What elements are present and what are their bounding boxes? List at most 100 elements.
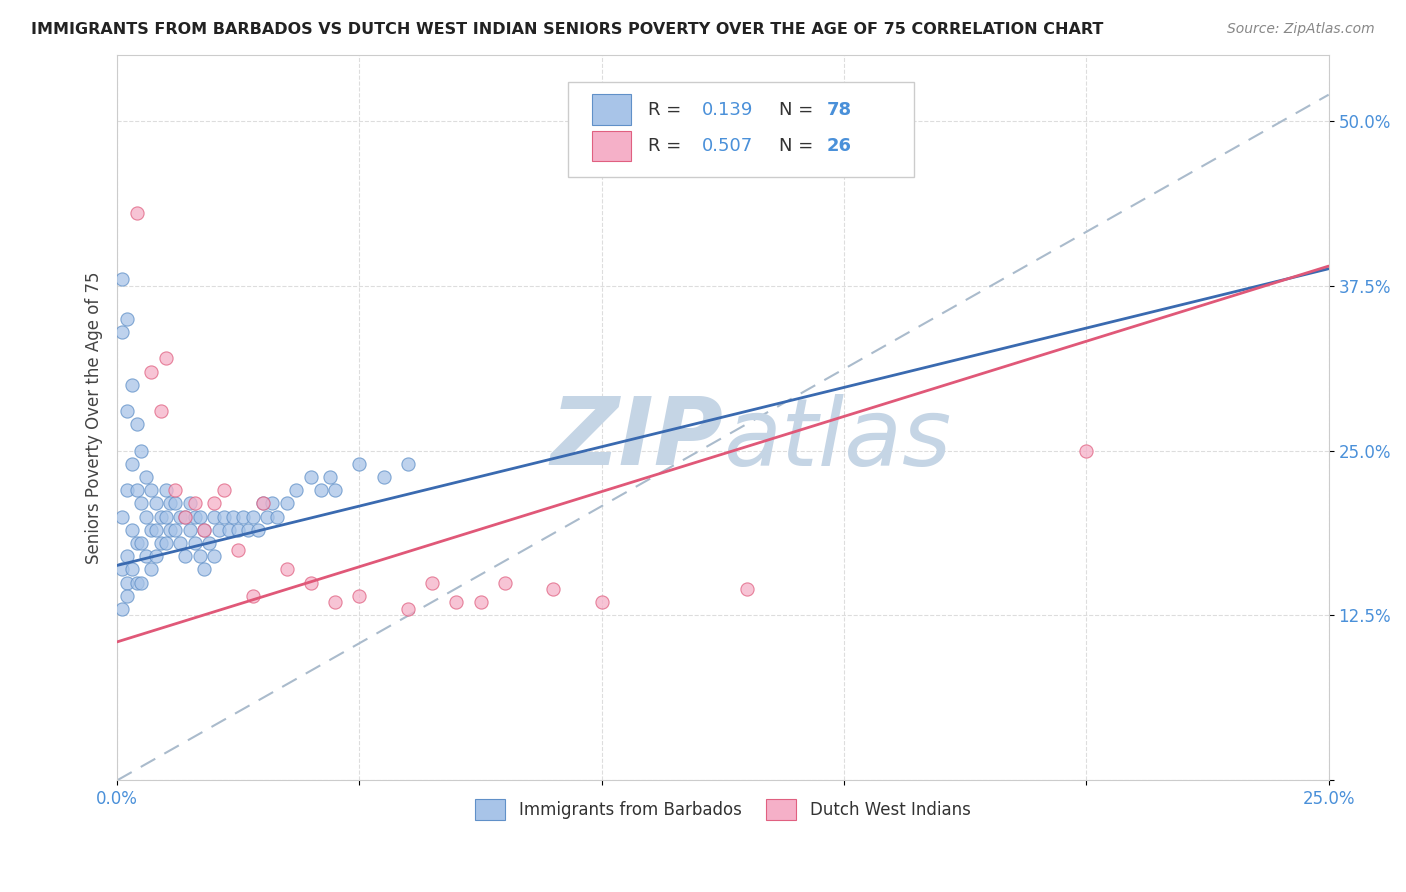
Point [115, 575, 138, 590]
Point [139, 365, 162, 379]
Text: R =: R = [648, 101, 686, 119]
Point [111, 509, 134, 524]
Point [420, 575, 443, 590]
Point [242, 589, 264, 603]
Legend: Immigrants from Barbados, Dutch West Indians: Immigrants from Barbados, Dutch West Ind… [468, 793, 977, 826]
Point [299, 575, 322, 590]
Point [174, 549, 197, 563]
Text: N =: N = [779, 136, 818, 155]
Point [309, 483, 332, 498]
Point [179, 496, 201, 510]
Point [183, 496, 205, 510]
Point [446, 595, 468, 609]
Point [115, 483, 138, 498]
Point [139, 483, 162, 498]
Point [115, 589, 138, 603]
Point [145, 523, 167, 537]
Point [169, 509, 191, 524]
Point [183, 536, 205, 550]
Text: Source: ZipAtlas.com: Source: ZipAtlas.com [1227, 22, 1375, 37]
Point [165, 523, 187, 537]
Point [111, 272, 134, 286]
Point [169, 536, 191, 550]
Point [125, 575, 148, 590]
Point [155, 509, 177, 524]
Point [145, 496, 167, 510]
Point [125, 417, 148, 432]
Point [125, 483, 148, 498]
Point [299, 470, 322, 484]
Point [319, 470, 342, 484]
Point [373, 470, 395, 484]
Point [121, 523, 143, 537]
Y-axis label: Seniors Poverty Over the Age of 75: Seniors Poverty Over the Age of 75 [86, 271, 103, 564]
Point [121, 377, 143, 392]
Point [252, 496, 274, 510]
Point [131, 575, 153, 590]
Point [591, 595, 613, 609]
Point [276, 562, 298, 576]
Point [494, 575, 516, 590]
Point [212, 483, 235, 498]
Point [131, 536, 153, 550]
Point [228, 523, 250, 537]
Point [276, 496, 298, 510]
Point [139, 523, 162, 537]
Point [1076, 443, 1098, 458]
Point [236, 523, 259, 537]
Point [131, 496, 153, 510]
Point [252, 496, 274, 510]
Point [242, 509, 264, 524]
Point [149, 536, 172, 550]
Point [149, 509, 172, 524]
Point [165, 483, 187, 498]
Point [262, 496, 284, 510]
Point [222, 509, 245, 524]
Point [396, 457, 419, 471]
Point [111, 562, 134, 576]
Point [193, 523, 215, 537]
Point [208, 523, 231, 537]
Point [111, 602, 134, 616]
Point [266, 509, 288, 524]
Point [735, 582, 758, 596]
Point [111, 325, 134, 339]
Point [174, 509, 197, 524]
Point [121, 562, 143, 576]
Point [193, 562, 215, 576]
Point [349, 589, 371, 603]
Point [212, 509, 235, 524]
Text: N =: N = [779, 101, 818, 119]
Point [155, 536, 177, 550]
Point [246, 523, 269, 537]
Point [155, 351, 177, 366]
Point [202, 509, 225, 524]
Point [232, 509, 254, 524]
Bar [592, 130, 631, 161]
Point [183, 509, 205, 524]
Point [149, 404, 172, 418]
Point [125, 536, 148, 550]
Point [139, 562, 162, 576]
Point [188, 549, 211, 563]
Point [188, 509, 211, 524]
Text: ZIP: ZIP [550, 393, 723, 485]
Point [159, 523, 181, 537]
Point [218, 523, 240, 537]
Point [135, 549, 157, 563]
Point [135, 470, 157, 484]
Point [115, 404, 138, 418]
Bar [592, 95, 631, 125]
Point [125, 206, 148, 220]
Text: atlas: atlas [723, 394, 952, 485]
Point [131, 443, 153, 458]
Point [174, 509, 197, 524]
Point [115, 549, 138, 563]
Point [470, 595, 492, 609]
Text: IMMIGRANTS FROM BARBADOS VS DUTCH WEST INDIAN SENIORS POVERTY OVER THE AGE OF 75: IMMIGRANTS FROM BARBADOS VS DUTCH WEST I… [31, 22, 1104, 37]
Point [179, 523, 201, 537]
Text: 0.507: 0.507 [703, 136, 754, 155]
FancyBboxPatch shape [568, 82, 914, 177]
Text: R =: R = [648, 136, 686, 155]
Point [145, 549, 167, 563]
